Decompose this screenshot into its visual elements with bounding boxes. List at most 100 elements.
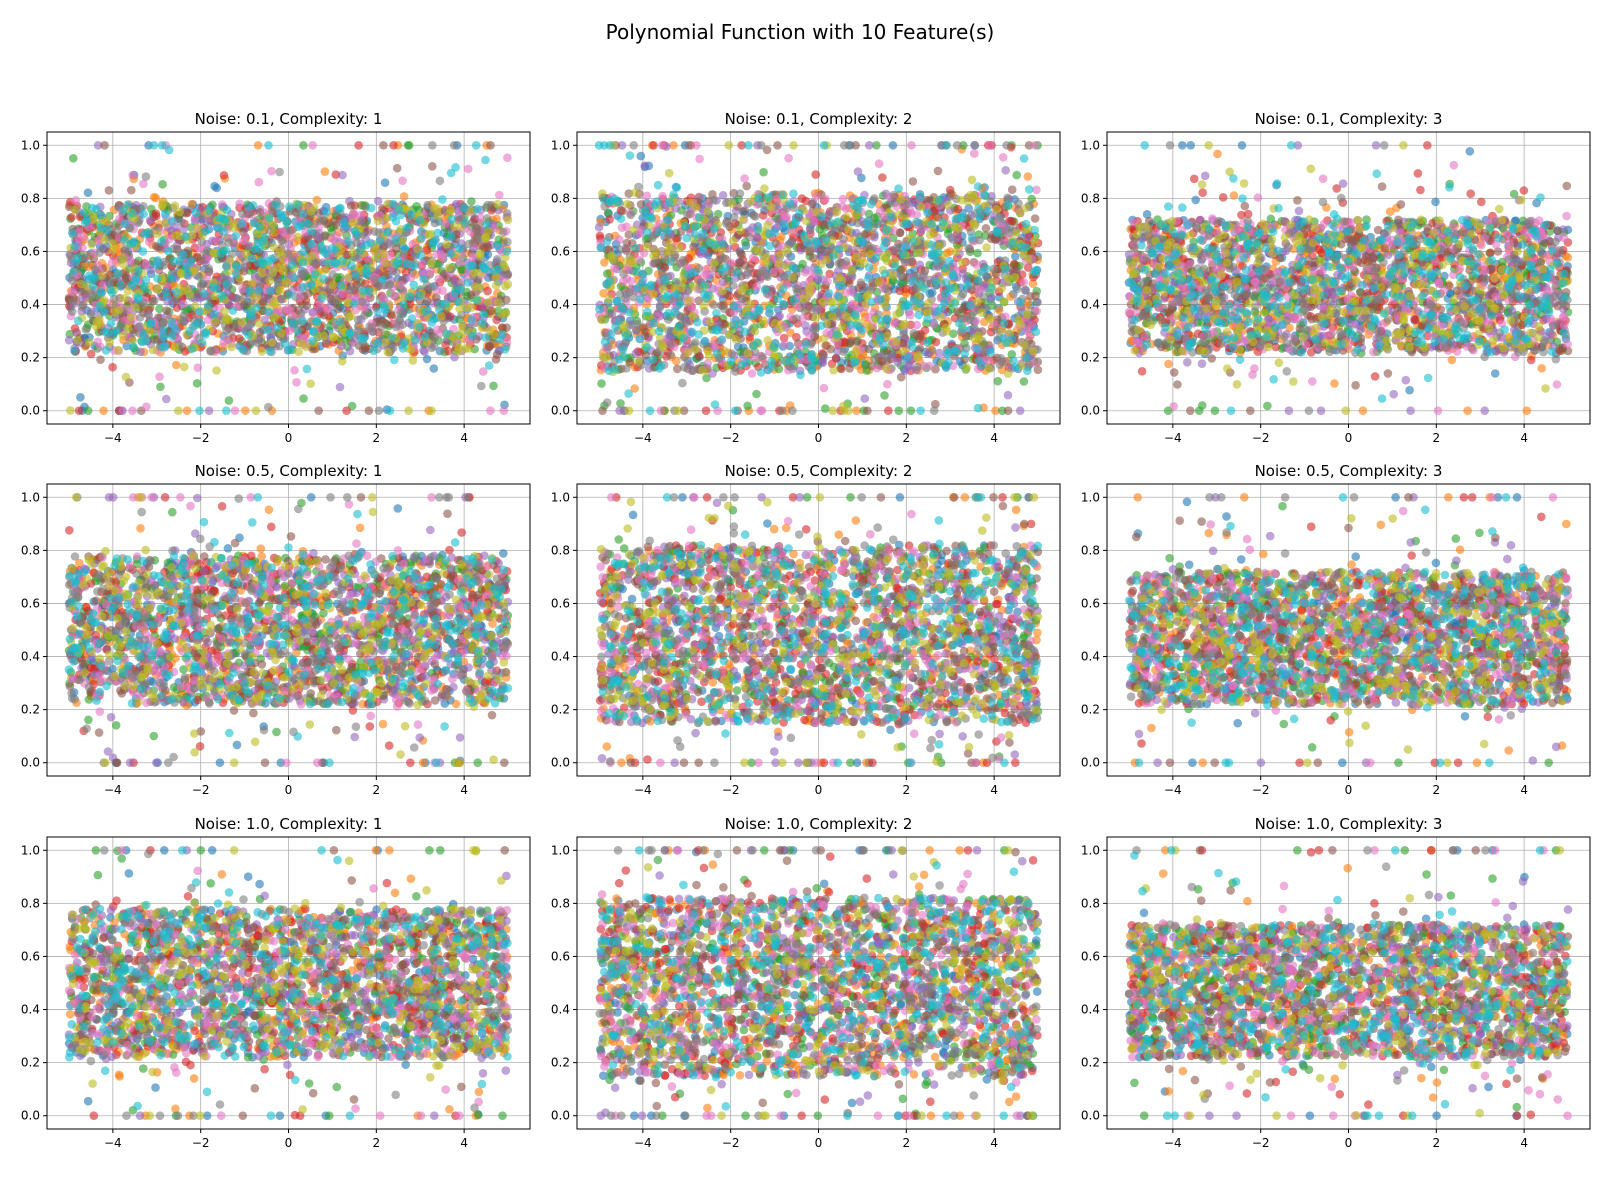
data-point — [392, 259, 401, 269]
data-point — [384, 238, 393, 248]
data-point — [975, 285, 984, 294]
data-point — [293, 200, 302, 209]
data-point — [471, 224, 481, 233]
scatter-points — [64, 141, 513, 416]
data-point — [994, 306, 1004, 315]
data-point — [308, 336, 317, 346]
data-point — [68, 287, 77, 297]
data-point — [973, 248, 982, 258]
data-point — [144, 310, 154, 320]
data-point — [745, 332, 754, 342]
data-point — [752, 282, 761, 292]
data-point — [406, 210, 416, 219]
data-point — [499, 406, 509, 416]
data-point — [816, 245, 826, 254]
data-point — [192, 379, 202, 388]
data-point — [314, 304, 324, 314]
data-point — [133, 292, 142, 302]
data-point — [489, 381, 498, 391]
data-point — [379, 141, 388, 150]
figure-title: Polynomial Function with 10 Feature(s) — [606, 20, 995, 44]
data-point — [222, 205, 232, 215]
data-point — [465, 261, 475, 271]
data-point — [410, 335, 420, 345]
data-point — [893, 358, 903, 367]
data-point — [415, 322, 424, 332]
data-point — [254, 319, 264, 328]
data-point — [432, 293, 441, 302]
data-point — [883, 379, 892, 389]
data-point — [83, 406, 93, 416]
data-point — [119, 205, 128, 215]
data-point — [128, 170, 138, 180]
data-point — [695, 154, 704, 164]
data-point — [136, 347, 145, 357]
data-point — [428, 162, 437, 171]
data-point — [387, 311, 396, 320]
data-point — [369, 346, 379, 356]
data-point — [245, 209, 254, 219]
data-point — [179, 299, 188, 309]
y-tick-label: 1.0 — [21, 138, 40, 152]
data-point — [139, 209, 148, 219]
data-point — [269, 242, 279, 252]
data-point — [271, 200, 281, 209]
data-point — [248, 278, 257, 288]
data-point — [390, 355, 399, 365]
data-point — [95, 301, 105, 311]
data-point — [176, 268, 186, 278]
data-point — [381, 338, 390, 347]
data-point — [464, 239, 474, 249]
data-point — [73, 336, 82, 345]
data-point — [155, 304, 164, 314]
data-point — [872, 141, 881, 150]
data-point — [224, 396, 234, 405]
data-point — [88, 281, 98, 291]
data-point — [338, 356, 347, 366]
data-point — [451, 163, 460, 172]
data-point — [295, 221, 305, 230]
data-point — [373, 216, 383, 226]
data-point — [1006, 292, 1015, 301]
data-point — [214, 223, 223, 233]
data-point — [423, 200, 432, 210]
data-point — [151, 209, 161, 218]
data-point — [280, 339, 290, 348]
data-point — [904, 362, 913, 371]
data-point — [379, 249, 388, 259]
data-point — [270, 299, 280, 309]
data-point — [302, 301, 312, 310]
data-point — [128, 342, 138, 352]
data-point — [239, 294, 248, 304]
data-point — [679, 406, 689, 416]
data-point — [470, 235, 480, 245]
data-point — [356, 245, 365, 255]
data-point — [230, 406, 240, 416]
data-point — [923, 349, 933, 359]
data-point — [141, 172, 151, 181]
data-point — [306, 280, 316, 290]
data-point — [475, 213, 485, 222]
data-point — [179, 225, 188, 234]
data-point — [953, 204, 963, 214]
data-point — [86, 349, 96, 359]
data-point — [185, 326, 194, 336]
data-point — [436, 250, 446, 260]
data-point — [603, 269, 612, 279]
data-point — [268, 220, 278, 229]
data-point — [441, 340, 450, 350]
x-tick-label: 2 — [372, 431, 380, 445]
data-point — [162, 306, 171, 315]
data-point — [312, 195, 322, 205]
data-point — [331, 170, 341, 179]
data-point — [342, 406, 351, 416]
data-point — [238, 345, 247, 354]
data-point — [73, 316, 83, 326]
data-point — [503, 153, 512, 162]
data-point — [203, 315, 213, 325]
data-point — [204, 264, 214, 273]
data-point — [183, 269, 193, 279]
data-point — [167, 274, 177, 283]
data-point — [702, 373, 711, 383]
data-point — [428, 240, 438, 249]
